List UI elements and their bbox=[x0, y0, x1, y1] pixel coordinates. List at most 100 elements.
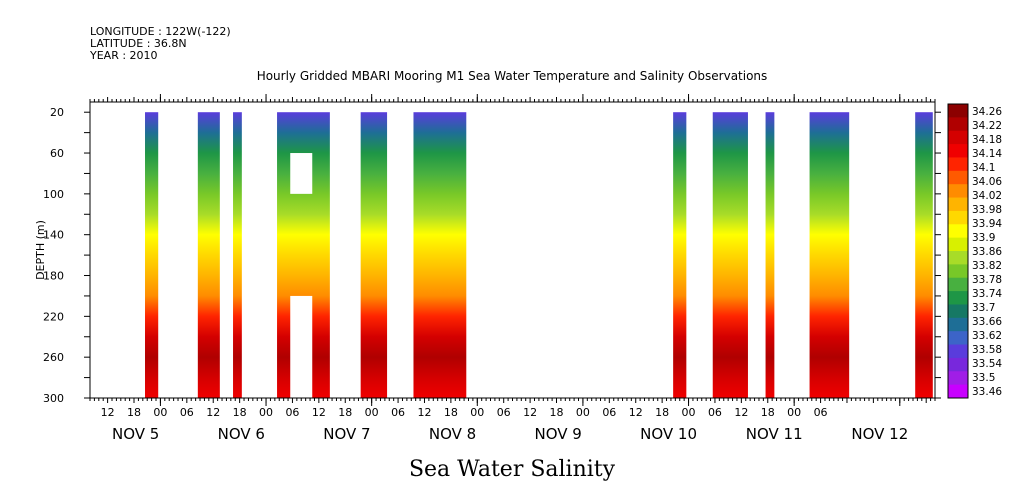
legend-swatch bbox=[948, 237, 968, 252]
axes: 12 18 00 06 12 18 00 06 12 18 00 06 12 18 00 06 12 18 00 06… bbox=[34, 94, 941, 443]
legend-swatch bbox=[948, 371, 968, 386]
legend-swatch bbox=[948, 157, 968, 172]
legend-swatch bbox=[948, 251, 968, 265]
data-column bbox=[197, 112, 220, 398]
legend-swatch bbox=[948, 357, 968, 372]
y-tick-label: 220 bbox=[43, 310, 64, 323]
x-day-label: NOV 7 bbox=[323, 425, 370, 443]
bottom-title: Sea Water Salinity bbox=[409, 457, 616, 482]
legend-label: 34.26 bbox=[972, 106, 1002, 118]
x-tick-label: 00 bbox=[153, 406, 167, 419]
legend-label: 33.86 bbox=[972, 246, 1002, 258]
x-day-label: NOV 6 bbox=[218, 425, 265, 443]
longitude-label: LONGITUDE : 122W(-122) bbox=[90, 25, 231, 38]
legend-swatch bbox=[948, 317, 968, 332]
data-column bbox=[360, 112, 388, 398]
x-tick-label: 00 bbox=[365, 406, 379, 419]
y-tick-label: 260 bbox=[43, 351, 64, 364]
legend-swatch bbox=[948, 184, 968, 199]
x-tick-label: 12 bbox=[523, 406, 537, 419]
x-tick-label: 06 bbox=[391, 406, 405, 419]
legend-swatch bbox=[948, 304, 968, 319]
legend-label: 34.02 bbox=[972, 190, 1002, 202]
x-tick-label: 00 bbox=[787, 406, 801, 419]
data-column bbox=[673, 112, 687, 398]
legend-swatch bbox=[948, 224, 968, 239]
x-tick-label: 00 bbox=[576, 406, 590, 419]
legend-label: 33.62 bbox=[972, 330, 1002, 342]
data-column bbox=[765, 112, 775, 398]
x-tick-label: 12 bbox=[101, 406, 115, 419]
x-tick-label: 12 bbox=[312, 406, 326, 419]
legend-frame bbox=[947, 103, 969, 399]
x-tick-label: 12 bbox=[734, 406, 748, 419]
legend-swatch bbox=[948, 170, 968, 185]
x-tick-label: 18 bbox=[550, 406, 564, 419]
legend-label: 33.78 bbox=[972, 274, 1002, 286]
legend-swatch bbox=[948, 130, 968, 145]
data-column bbox=[233, 112, 242, 398]
legend-swatch bbox=[948, 264, 968, 279]
x-day-label: NOV 5 bbox=[112, 425, 159, 443]
y-tick-label: 180 bbox=[43, 270, 64, 283]
x-tick-label: 00 bbox=[470, 406, 484, 419]
data-column bbox=[145, 112, 159, 398]
data-column bbox=[712, 112, 748, 398]
x-tick-label: 18 bbox=[444, 406, 458, 419]
legend-label: 33.46 bbox=[972, 386, 1002, 398]
legend-label: 33.54 bbox=[972, 358, 1002, 370]
legend-swatch bbox=[948, 277, 968, 292]
chart-title: Hourly Gridded MBARI Mooring M1 Sea Wate… bbox=[257, 69, 768, 83]
legend-swatch bbox=[948, 331, 968, 346]
data-column bbox=[809, 112, 850, 398]
legend-label: 33.94 bbox=[972, 218, 1002, 230]
x-day-label: NOV 10 bbox=[640, 425, 697, 443]
x-tick-label: 18 bbox=[127, 406, 141, 419]
missing-data-gap bbox=[290, 295, 313, 398]
x-tick-label: 06 bbox=[180, 406, 194, 419]
legend-label: 34.1 bbox=[972, 162, 995, 174]
x-tick-label: 12 bbox=[417, 406, 431, 419]
legend-swatch bbox=[948, 291, 968, 305]
legend-swatch bbox=[948, 144, 968, 158]
x-day-label: NOV 12 bbox=[851, 425, 908, 443]
legend-label: 34.22 bbox=[972, 120, 1002, 132]
x-tick-label: 18 bbox=[761, 406, 775, 419]
y-tick-label: 20 bbox=[50, 106, 64, 119]
legend-label: 33.74 bbox=[972, 288, 1002, 300]
y-tick-label: 60 bbox=[50, 147, 64, 160]
legend-swatch bbox=[948, 104, 968, 118]
x-tick-label: 12 bbox=[206, 406, 220, 419]
x-tick-label: 06 bbox=[708, 406, 722, 419]
x-day-label: NOV 11 bbox=[746, 425, 803, 443]
legend-label: 33.66 bbox=[972, 316, 1002, 328]
legend-label: 34.06 bbox=[972, 176, 1002, 188]
y-tick-label: 140 bbox=[43, 229, 64, 242]
x-tick-label: 00 bbox=[682, 406, 696, 419]
y-tick-label: 100 bbox=[43, 188, 64, 201]
legend-label: 33.82 bbox=[972, 260, 1002, 272]
x-tick-label: 06 bbox=[285, 406, 299, 419]
data-column bbox=[413, 112, 467, 398]
legend-label: 33.58 bbox=[972, 344, 1002, 356]
legend-swatch bbox=[948, 384, 968, 399]
year-label: YEAR : 2010 bbox=[90, 49, 158, 62]
legend-label: 34.18 bbox=[972, 134, 1002, 146]
missing-data-gap bbox=[290, 153, 313, 194]
x-tick-label: 00 bbox=[259, 406, 273, 419]
x-tick-label: 18 bbox=[233, 406, 247, 419]
x-tick-label: 18 bbox=[655, 406, 669, 419]
x-tick-label: 06 bbox=[602, 406, 616, 419]
legend-swatch bbox=[948, 344, 968, 359]
color-legend: 34.26 34.22 34.18 34.14 34.1 34.06 34.02 33.98 3… bbox=[947, 103, 1002, 399]
legend-label: 34.14 bbox=[972, 148, 1002, 160]
latitude-label: LATITUDE : 36.8N bbox=[90, 37, 187, 50]
legend-swatch bbox=[948, 210, 968, 225]
legend-label: 33.9 bbox=[972, 232, 995, 244]
x-tick-label: 06 bbox=[814, 406, 828, 419]
legend-label: 33.98 bbox=[972, 204, 1002, 216]
x-tick-label: 18 bbox=[338, 406, 352, 419]
plot-area bbox=[145, 112, 933, 398]
legend-swatch bbox=[948, 117, 968, 132]
